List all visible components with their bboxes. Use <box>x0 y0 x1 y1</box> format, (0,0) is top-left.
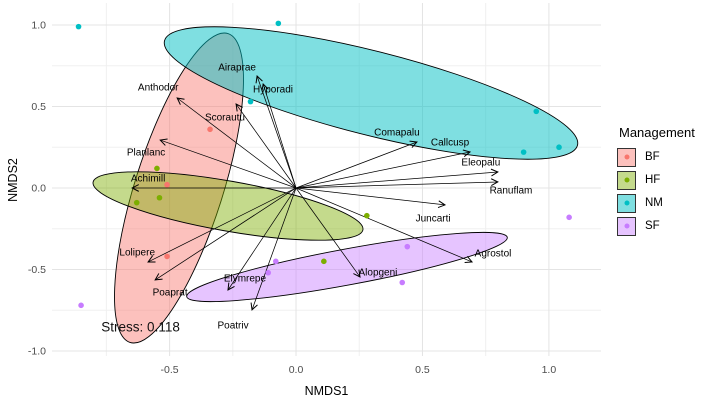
species-label-Scorautu: Scorautu <box>205 112 245 123</box>
group-ellipse-HF <box>92 171 364 241</box>
species-arrow-Juncarti <box>295 187 447 209</box>
data-point-HF <box>133 199 140 206</box>
species-label-Ranuflam: Ranuflam <box>490 185 533 196</box>
y-tick-label: -0.5 <box>28 264 46 276</box>
legend-label-HF: HF <box>645 174 661 186</box>
legend-swatch-SF <box>617 216 636 236</box>
legend-item-HF: HF <box>617 170 721 190</box>
legend-swatch-HF <box>617 170 636 190</box>
species-label-Elymrepe: Elymrepe <box>224 273 267 284</box>
data-point-BF <box>164 181 170 188</box>
data-point-NM <box>247 98 254 105</box>
y-tick-label: -1.0 <box>28 345 46 357</box>
legend-dot-NM <box>624 200 629 206</box>
group-ellipse-NM <box>163 26 579 160</box>
y-axis-title: NMDS2 <box>6 158 20 202</box>
legend-item-NM: NM <box>617 193 721 213</box>
species-label-Comapalu: Comapalu <box>374 127 420 138</box>
data-point-SF <box>404 243 411 250</box>
data-point-BF <box>164 253 170 260</box>
legend-dot-HF <box>624 177 629 183</box>
data-point-HF <box>321 258 327 265</box>
species-label-Anthodor: Anthodor <box>138 82 179 93</box>
species-arrow-Comapalu <box>295 140 418 189</box>
x-tick-label: -0.5 <box>161 364 179 376</box>
species-label-Eleopalu: Eleopalu <box>461 157 500 168</box>
species-label-Airaprae: Airaprae <box>218 63 256 74</box>
species-label-Lolipere: Lolipere <box>119 248 155 259</box>
legend-label-NM: NM <box>645 197 663 209</box>
legend-swatch-NM <box>617 193 636 213</box>
species-label-Callcusp: Callcusp <box>431 138 470 149</box>
species-label-Achimill: Achimill <box>131 174 165 185</box>
data-point-HF <box>156 194 163 201</box>
data-point-SF <box>272 258 279 265</box>
legend-swatch-BF <box>617 147 636 167</box>
species-arrow-Scorautu <box>235 103 297 189</box>
species-arrow-Poatriv <box>250 187 297 311</box>
species-label-Poaprat: Poaprat <box>153 287 188 298</box>
data-point-NM <box>520 149 527 155</box>
species-label-Juncarti: Juncarti <box>416 213 451 224</box>
data-point-BF <box>207 126 213 133</box>
data-point-SF <box>566 214 572 221</box>
species-arrow-Lolipere <box>147 187 297 263</box>
species-arrow-Callcusp <box>295 149 472 189</box>
data-point-SF <box>78 302 84 309</box>
species-label-Poatriv: Poatriv <box>217 320 248 331</box>
species-arrow-Agrostol <box>295 187 474 264</box>
legend-item-BF: BF <box>617 147 721 167</box>
data-point-NM <box>75 23 82 30</box>
data-point-NM <box>275 20 282 27</box>
legend-dot-SF <box>624 223 629 229</box>
species-label-Planlanc: Planlanc <box>127 147 165 158</box>
legend-items: BF HF NM SF <box>617 147 721 236</box>
species-arrow-Alopgeni <box>295 187 361 278</box>
data-point-SF <box>399 279 406 286</box>
y-tick-label: 0.0 <box>31 182 46 194</box>
data-point-NM <box>556 144 562 151</box>
legend-label-BF: BF <box>645 151 660 163</box>
legend-dot-BF <box>624 154 629 160</box>
legend-item-SF: SF <box>617 216 721 236</box>
species-arrow-Poaprat <box>154 187 297 281</box>
legend-label-SF: SF <box>645 220 660 232</box>
species-arrow-Eleopalu <box>295 168 499 189</box>
species-label-Hyporadi: Hyporadi <box>253 85 293 96</box>
y-tick-label: 0.5 <box>31 101 46 113</box>
species-arrow-Planlanc <box>159 138 297 189</box>
data-point-HF <box>154 165 160 172</box>
legend-title: Management <box>619 125 695 140</box>
x-axis-title: NMDS1 <box>304 384 349 398</box>
legend: Management BF HF NM SF <box>617 125 721 240</box>
data-point-NM <box>533 108 540 115</box>
data-point-HF <box>364 212 370 219</box>
species-label-Agrostol: Agrostol <box>475 249 512 260</box>
species-arrow-Hyporadi <box>261 82 297 189</box>
x-tick-label: 0.5 <box>415 364 430 376</box>
y-tick-label: 1.0 <box>31 20 46 32</box>
species-arrow-Airaprae <box>255 74 297 189</box>
x-tick-label: 0.0 <box>289 364 304 376</box>
species-label-Alopgeni: Alopgeni <box>358 267 397 278</box>
group-ellipse-SF <box>186 231 508 303</box>
species-arrow-Elymrepe <box>227 187 297 291</box>
species-arrow-Anthodor <box>176 97 297 189</box>
stress-annotation: Stress: 0.118 <box>101 319 180 334</box>
species-arrow-Ranuflam <box>296 178 499 189</box>
data-point-SF <box>265 269 272 276</box>
x-tick-label: 1.0 <box>542 364 557 376</box>
